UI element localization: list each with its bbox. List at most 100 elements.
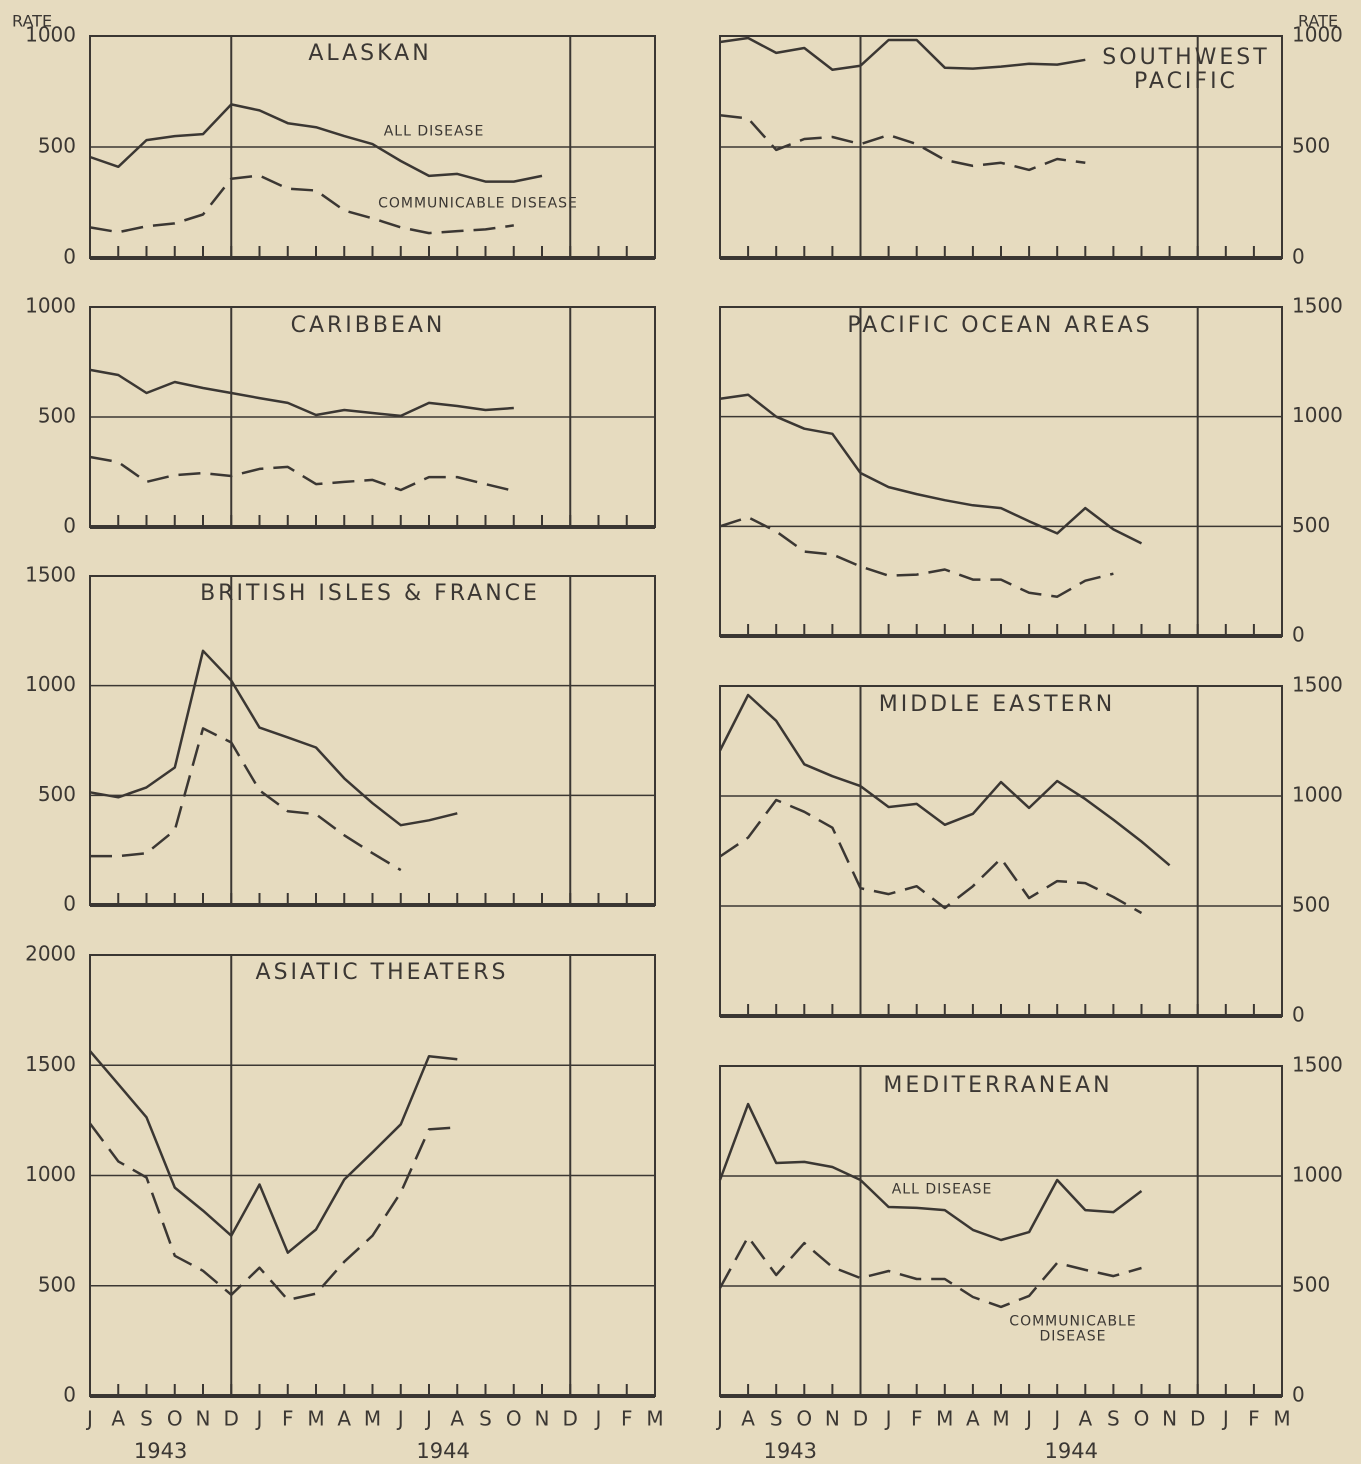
month-label: J — [884, 1407, 892, 1431]
month-label: F — [911, 1407, 923, 1431]
month-label: J — [1221, 1407, 1229, 1431]
month-label: S — [770, 1407, 783, 1431]
series-line — [89, 1050, 458, 1254]
y-tick-label: 0 — [1292, 623, 1305, 647]
y-tick-label: 1000 — [25, 1162, 76, 1186]
month-label: A — [1078, 1407, 1092, 1431]
series-line — [718, 693, 1171, 867]
series-line — [90, 727, 402, 872]
month-label: S — [479, 1407, 492, 1431]
series-line — [88, 1122, 458, 1302]
year-label: 1943 — [764, 1439, 817, 1463]
series-line — [89, 649, 458, 827]
y-tick-label: 1000 — [25, 672, 76, 696]
y-tick-label: 500 — [1292, 1273, 1330, 1297]
y-tick-label: 0 — [1292, 1383, 1305, 1407]
chart-title: MIDDLE EASTERN — [878, 691, 1116, 717]
month-label: M — [364, 1407, 381, 1431]
chart-title: BRITISH ISLES & FRANCE — [200, 580, 540, 606]
month-label: J — [1052, 1407, 1060, 1431]
month-label: M — [646, 1407, 663, 1431]
series-line — [719, 798, 1143, 915]
month-label: F — [282, 1407, 294, 1431]
month-label: F — [621, 1407, 633, 1431]
chart-title: ALASKAN — [308, 40, 432, 66]
year-label: 1944 — [1045, 1439, 1098, 1463]
series-line — [719, 393, 1143, 545]
month-label: M — [1273, 1407, 1290, 1431]
month-label: F — [1248, 1407, 1260, 1431]
year-label: 1943 — [134, 1439, 187, 1463]
month-label: S — [140, 1407, 153, 1431]
y-tick-label: 0 — [1292, 245, 1305, 269]
month-label: J — [424, 1407, 432, 1431]
series-line — [89, 368, 514, 418]
y-tick-label: 2000 — [25, 942, 76, 966]
series-line — [89, 174, 514, 235]
y-tick-label: 500 — [38, 404, 76, 428]
month-label: O — [796, 1407, 812, 1431]
chart-title: SOUTHWEST PACIFIC — [1102, 44, 1270, 94]
y-tick-label: 1000 — [1292, 23, 1343, 47]
month-label: J — [396, 1407, 404, 1431]
series-line — [89, 103, 543, 183]
y-tick-label: 1500 — [25, 563, 76, 587]
month-label: N — [535, 1407, 550, 1431]
chart-title: ASIATIC THEATERS — [255, 959, 509, 985]
month-label: M — [936, 1407, 953, 1431]
y-tick-label: 1000 — [1292, 1163, 1343, 1187]
y-tick-label: 500 — [38, 782, 76, 806]
axis-label: RATE — [1298, 12, 1338, 31]
year-label: 1944 — [416, 1439, 469, 1463]
month-label: J — [85, 1407, 93, 1431]
chart-title: CARIBBEAN — [290, 312, 446, 338]
series-line — [719, 36, 1086, 71]
series-line — [718, 1102, 1143, 1242]
series-label: ALL DISEASE — [891, 1181, 993, 1198]
month-label: J — [1024, 1407, 1032, 1431]
month-label: J — [594, 1407, 602, 1431]
month-label: D — [224, 1407, 239, 1431]
y-tick-label: 0 — [63, 892, 76, 916]
month-label: M — [307, 1407, 324, 1431]
series-label: COMMUNICABLE DISEASE — [1009, 1313, 1137, 1345]
month-label: D — [853, 1407, 868, 1431]
y-tick-label: 500 — [38, 1272, 76, 1296]
series-line — [89, 455, 515, 493]
y-tick-label: 1000 — [25, 23, 76, 47]
month-label: O — [506, 1407, 522, 1431]
month-label: D — [1190, 1407, 1205, 1431]
y-tick-label: 500 — [1292, 513, 1330, 537]
y-tick-label: 1500 — [25, 1052, 76, 1076]
y-tick-label: 0 — [63, 1383, 76, 1407]
series-line — [718, 1235, 1142, 1309]
month-label: J — [715, 1407, 723, 1431]
y-tick-label: 1500 — [1292, 673, 1343, 697]
month-label: J — [255, 1407, 263, 1431]
y-tick-label: 0 — [63, 245, 76, 269]
y-tick-label: 500 — [38, 134, 76, 158]
month-label: A — [111, 1407, 125, 1431]
y-tick-label: 0 — [63, 514, 76, 538]
month-label: A — [741, 1407, 755, 1431]
month-label: N — [825, 1407, 840, 1431]
y-tick-label: 1500 — [1292, 1053, 1343, 1077]
series-label: ALL DISEASE — [383, 123, 485, 140]
month-label: A — [966, 1407, 980, 1431]
series-line — [719, 516, 1114, 598]
y-tick-label: 1000 — [25, 294, 76, 318]
month-label: M — [992, 1407, 1009, 1431]
month-label: A — [337, 1407, 351, 1431]
y-tick-label: 500 — [1292, 134, 1330, 158]
axis-label: RATE — [12, 12, 52, 31]
series-label: COMMUNICABLE DISEASE — [378, 195, 578, 212]
month-label: A — [450, 1407, 464, 1431]
month-label: N — [1162, 1407, 1177, 1431]
chart-title: MEDITERRANEAN — [883, 1072, 1113, 1098]
month-label: O — [1134, 1407, 1150, 1431]
month-label: N — [196, 1407, 211, 1431]
y-tick-label: 0 — [1292, 1003, 1305, 1027]
y-tick-label: 1000 — [1292, 783, 1343, 807]
